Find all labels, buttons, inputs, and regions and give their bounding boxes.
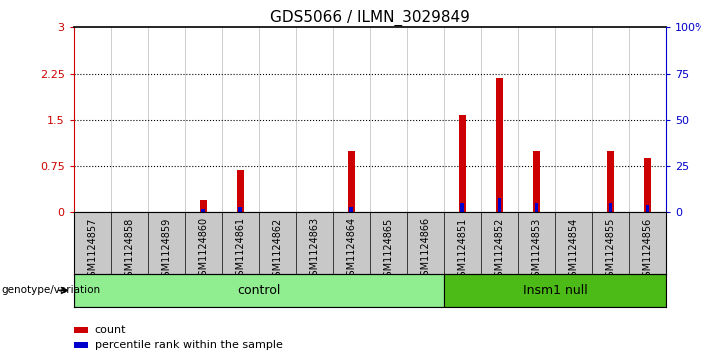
Text: genotype/variation: genotype/variation [1, 285, 100, 295]
Text: Insm1 null: Insm1 null [522, 284, 587, 297]
Bar [201, 209, 205, 212]
Bar [238, 207, 242, 212]
Bar [646, 205, 649, 212]
Text: GSM1124856: GSM1124856 [642, 217, 653, 282]
Text: GSM1124851: GSM1124851 [457, 217, 468, 282]
Text: GSM1124860: GSM1124860 [198, 217, 208, 282]
Bar [496, 78, 503, 212]
Title: GDS5066 / ILMN_3029849: GDS5066 / ILMN_3029849 [270, 10, 470, 26]
Text: GSM1124855: GSM1124855 [606, 217, 615, 283]
Text: GSM1124863: GSM1124863 [309, 217, 319, 282]
Bar [459, 115, 465, 212]
Bar [74, 327, 88, 333]
Bar [200, 200, 207, 212]
Text: GSM1124862: GSM1124862 [272, 217, 283, 282]
Bar [535, 203, 538, 212]
Text: GSM1124854: GSM1124854 [569, 217, 578, 282]
Bar [444, 274, 666, 307]
Text: GSM1124866: GSM1124866 [421, 217, 430, 282]
Text: GSM1124853: GSM1124853 [531, 217, 541, 282]
Text: percentile rank within the sample: percentile rank within the sample [95, 340, 283, 350]
Bar [461, 203, 464, 212]
Text: GSM1124864: GSM1124864 [346, 217, 356, 282]
Text: count: count [95, 325, 126, 335]
Bar [498, 197, 501, 212]
Text: GSM1124865: GSM1124865 [383, 217, 393, 282]
Bar [533, 151, 540, 212]
Bar [349, 207, 353, 212]
Text: GSM1124852: GSM1124852 [494, 217, 504, 283]
Bar [608, 203, 612, 212]
Text: control: control [237, 284, 280, 297]
Text: GSM1124859: GSM1124859 [161, 217, 171, 282]
Text: GSM1124861: GSM1124861 [236, 217, 245, 282]
Bar [74, 274, 444, 307]
Bar [607, 151, 614, 212]
Bar [74, 342, 88, 348]
Text: GSM1124857: GSM1124857 [87, 217, 97, 283]
Text: GSM1124858: GSM1124858 [124, 217, 134, 282]
Bar [644, 158, 651, 212]
Bar [237, 170, 243, 212]
Bar [348, 151, 355, 212]
